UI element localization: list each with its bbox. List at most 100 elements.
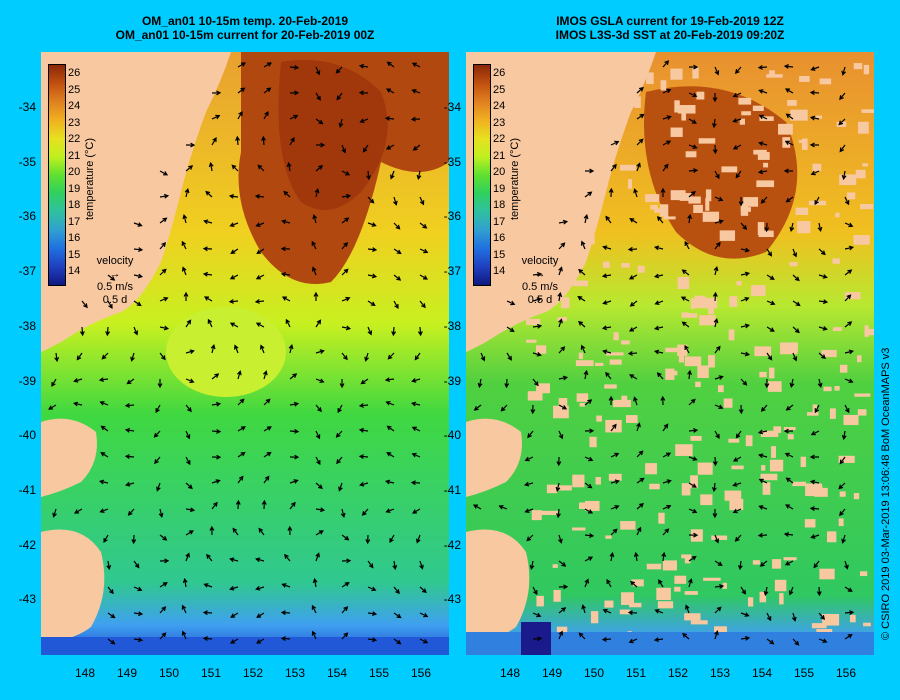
velocity-arrow (410, 401, 421, 407)
cloud-gap (556, 263, 562, 268)
velocity-arrow (584, 508, 594, 514)
cloud-gap (751, 285, 766, 296)
velocity-arrow (384, 479, 395, 485)
velocity-arrow (263, 475, 270, 484)
velocity-arrow (73, 508, 83, 514)
latitude-label: -38 (18, 318, 36, 333)
cloud-gap (684, 591, 698, 595)
velocity-arrow (211, 373, 220, 380)
cloud-gap (528, 267, 541, 275)
velocity-arrow (358, 403, 369, 408)
velocity-arrow (361, 508, 369, 516)
colorbar-tick: 24 (68, 100, 81, 112)
velocity-arrow (792, 326, 800, 334)
velocity-arrow (558, 560, 567, 567)
latitude-label: -35 (18, 154, 36, 169)
velocity-arrow (76, 352, 83, 361)
velocity-arrow (124, 403, 135, 408)
velocity-arrow (844, 294, 852, 302)
velocity-arrow (737, 560, 743, 571)
velocity-arrow (393, 222, 401, 230)
cloud-gap (783, 557, 797, 561)
cloud-gap (561, 297, 570, 309)
velocity-arrow (660, 395, 666, 406)
latitude-label: -35 (443, 154, 461, 169)
velocity-arrow (662, 479, 672, 484)
velocity-arrow (133, 247, 144, 252)
velocity-arrow (280, 610, 291, 616)
cloud-gap (690, 298, 696, 309)
velocity-arrow (211, 114, 221, 120)
velocity-arrow (231, 164, 239, 172)
cloud-gap (684, 193, 692, 201)
velocity-arrow (340, 508, 346, 518)
velocity-arrow (185, 378, 195, 384)
velocity-arrow (610, 452, 620, 458)
velocity-arrow (416, 170, 422, 181)
colorbar-tick: 15 (493, 248, 506, 261)
velocity-arrow (558, 404, 568, 410)
velocity-arrow (338, 118, 344, 129)
velocity-arrow (558, 607, 567, 614)
velocity-arrow (183, 291, 189, 302)
velocity-arrow (506, 352, 512, 361)
colorbar-tick: 19 (493, 182, 506, 195)
cloud-gap (728, 329, 735, 341)
velocity-arrow (185, 404, 192, 413)
velocity-arrow (653, 245, 664, 251)
velocity-arrow (237, 87, 246, 94)
velocity-arrow (844, 245, 855, 251)
cloud-gap (578, 502, 588, 510)
velocity-arrow (558, 242, 566, 250)
velocity-arrow (229, 222, 239, 227)
velocity-arrow (182, 577, 188, 588)
longitude-label: 155 (368, 666, 390, 680)
velocity-arrow (315, 404, 322, 413)
velocity-arrow (532, 271, 543, 277)
velocity-arrow (628, 638, 638, 644)
velocity-arrow (99, 400, 109, 406)
velocity-arrow (764, 378, 770, 389)
cloud-gap (670, 68, 683, 80)
cloud-gap (553, 589, 561, 602)
velocity-arrow (289, 114, 299, 120)
velocity-arrow (740, 247, 751, 253)
velocity-arrow (315, 552, 320, 562)
velocity-arrow (583, 369, 589, 380)
velocity-arrow (237, 426, 246, 432)
velocity-arrow (159, 170, 169, 176)
velocity-arrow (358, 454, 369, 460)
velocity-arrow (558, 430, 564, 440)
velocity-arrow (206, 553, 213, 562)
velocity-arrow (784, 560, 794, 566)
velocity-arrow (385, 144, 395, 150)
latitude-label: -36 (443, 209, 461, 224)
land-mainland (466, 52, 656, 352)
velocity-arrow (103, 534, 109, 544)
velocity-arrow (393, 638, 402, 645)
velocity-arrow (844, 222, 854, 228)
velocity-arrow (684, 240, 690, 250)
velocity-arrow (784, 140, 794, 146)
velocity-arrow (633, 188, 638, 198)
land-tasmania-flinders (466, 418, 522, 497)
cloud-gap (754, 346, 772, 357)
velocity-arrow (681, 321, 690, 328)
velocity-arrow (629, 374, 638, 380)
cloud-gap (662, 560, 677, 571)
velocity-arrow (159, 606, 167, 614)
velocity-arrow (390, 170, 395, 180)
latitude-label: -40 (443, 428, 461, 443)
velocity-arrow (584, 168, 595, 174)
cloud-gap (812, 163, 822, 171)
cloud-gap (779, 593, 784, 605)
cloud-gap (576, 393, 589, 402)
velocity-arrow (393, 196, 398, 206)
cloud-gap (731, 465, 744, 470)
velocity-arrow (288, 343, 294, 354)
velocity-arrow (712, 92, 718, 103)
velocity-arrow (280, 246, 291, 252)
velocity-arrow (688, 532, 699, 538)
velocity-arrow (609, 551, 615, 562)
velocity-arrow (532, 612, 542, 618)
